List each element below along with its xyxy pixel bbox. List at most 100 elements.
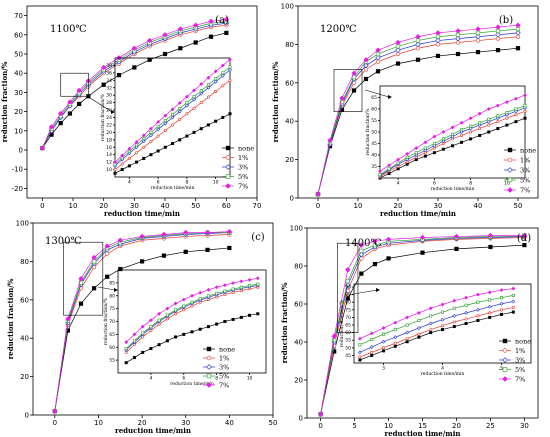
x-axis-label: reduction time/min xyxy=(151,185,195,191)
data-point xyxy=(231,317,235,321)
y-axis-label: reduction fraction/% xyxy=(6,278,15,359)
data-point xyxy=(370,353,374,357)
data-point xyxy=(405,157,410,162)
data-point xyxy=(105,274,110,279)
data-point xyxy=(499,312,503,316)
data-point xyxy=(502,376,508,382)
data-point xyxy=(435,53,441,59)
x-tick-label: 8 xyxy=(469,181,472,187)
data-point xyxy=(393,344,397,348)
y-tick-label: 0 xyxy=(25,412,29,420)
series-line xyxy=(125,283,258,349)
x-tick-label: 10 xyxy=(354,202,363,210)
data-point xyxy=(101,82,106,87)
legend-entry-label: none xyxy=(238,144,254,152)
data-point xyxy=(163,118,167,122)
data-point xyxy=(502,367,508,372)
x-tick-label: 70 xyxy=(253,202,262,210)
data-point xyxy=(511,299,516,304)
data-point xyxy=(163,145,167,149)
y-tick-label: 22 xyxy=(106,122,112,128)
data-point xyxy=(142,145,146,149)
data-point xyxy=(239,315,243,319)
data-point xyxy=(515,46,521,51)
data-point xyxy=(455,35,461,42)
data-point xyxy=(476,314,480,318)
data-point xyxy=(475,26,481,32)
data-point xyxy=(393,320,398,325)
legend-entry-label: 1% xyxy=(219,354,229,362)
data-point xyxy=(225,183,231,189)
data-point xyxy=(199,127,203,131)
data-point xyxy=(204,229,211,236)
y-tick-label: 32 xyxy=(106,85,112,91)
data-point xyxy=(499,296,503,300)
x-tick-label: 20 xyxy=(452,422,461,430)
x-axis-label: reduction time/min xyxy=(421,371,465,377)
y-tick-label: 80 xyxy=(285,41,294,49)
data-point xyxy=(132,65,137,70)
data-point xyxy=(206,325,210,329)
data-point xyxy=(464,295,469,300)
data-point xyxy=(468,126,473,131)
series-3% xyxy=(113,67,232,168)
panel-label: (b) xyxy=(499,15,513,26)
data-point xyxy=(127,164,131,168)
series-line xyxy=(320,244,525,415)
data-point xyxy=(165,306,170,311)
data-point xyxy=(435,37,441,44)
data-point xyxy=(358,343,362,347)
panel-label: (c) xyxy=(251,232,265,243)
data-point xyxy=(476,300,480,304)
y-tick-label: 80 xyxy=(345,300,351,306)
data-point xyxy=(225,155,231,160)
legend: none 1%3% 5%7% xyxy=(222,144,254,190)
series-line xyxy=(359,307,514,358)
data-point xyxy=(440,317,445,322)
data-point xyxy=(228,78,232,82)
data-point xyxy=(488,298,492,302)
y-tick-label: 30 xyxy=(14,89,23,97)
data-point xyxy=(381,339,386,344)
data-point xyxy=(52,408,58,414)
data-point xyxy=(523,104,527,108)
data-point xyxy=(464,317,468,321)
data-point xyxy=(193,40,198,45)
legend-entry-label: 1% xyxy=(515,347,525,355)
data-point xyxy=(223,289,227,293)
temperature-label: 1300℃ xyxy=(45,236,82,247)
series-5% xyxy=(378,104,527,177)
temperature-label: 1200℃ xyxy=(320,24,357,35)
data-point xyxy=(487,290,492,295)
y-tick-label: 60 xyxy=(371,107,377,113)
data-point xyxy=(469,137,473,141)
data-point xyxy=(477,123,482,128)
data-point xyxy=(428,306,433,311)
y-tick-label: 20 xyxy=(14,108,23,116)
data-point xyxy=(370,337,374,341)
data-point xyxy=(192,130,196,134)
data-point xyxy=(478,121,482,125)
data-point xyxy=(146,37,153,44)
data-point xyxy=(127,146,132,151)
x-tick-label: 25 xyxy=(486,422,495,430)
x-tick-label: 50 xyxy=(269,419,278,427)
data-point xyxy=(496,127,500,131)
data-point xyxy=(487,232,494,239)
data-point xyxy=(416,310,421,315)
x-tick-label: 5 xyxy=(352,422,356,430)
data-point xyxy=(363,62,369,69)
data-point xyxy=(231,281,236,286)
data-point xyxy=(192,106,196,110)
x-tick-label: 30 xyxy=(130,202,139,210)
data-point xyxy=(223,319,227,323)
data-point xyxy=(369,345,374,349)
data-point xyxy=(475,49,481,55)
data-point xyxy=(499,288,504,293)
data-point xyxy=(414,151,418,155)
y-tick-label: 10 xyxy=(106,167,112,173)
data-point xyxy=(477,111,482,116)
data-point xyxy=(113,168,117,172)
y-tick-label: 65 xyxy=(345,323,351,329)
data-point xyxy=(487,304,492,309)
